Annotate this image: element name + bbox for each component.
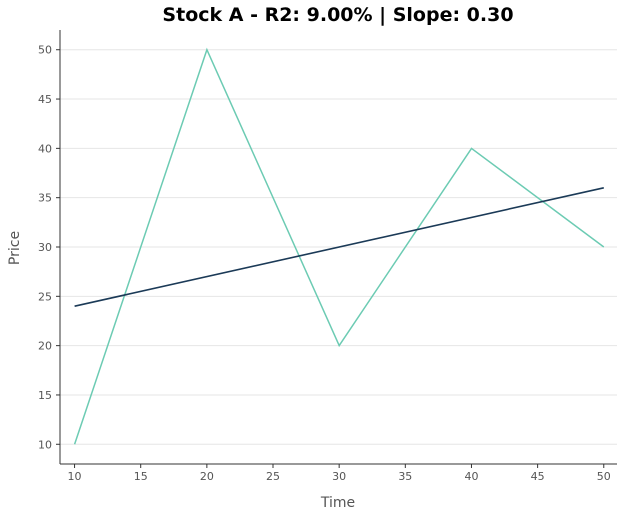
x-tick-label-50: 50 bbox=[597, 470, 611, 483]
tick-labels: 10 15 20 25 30 35 40 45 50 10 15 20 25 30 35 40 45 50 bbox=[38, 44, 611, 483]
x-tick-label-45: 45 bbox=[531, 470, 545, 483]
y-tick-label-25: 25 bbox=[38, 290, 52, 303]
y-tick-label-10: 10 bbox=[38, 438, 52, 451]
y-tick-label-35: 35 bbox=[38, 192, 52, 205]
y-tick-label-40: 40 bbox=[38, 142, 52, 155]
price-line bbox=[73, 47, 605, 445]
x-tick-label-20: 20 bbox=[200, 470, 214, 483]
series bbox=[73, 47, 605, 445]
y-tick-label-45: 45 bbox=[38, 93, 52, 106]
x-tick-label-10: 10 bbox=[68, 470, 82, 483]
x-tick-label-40: 40 bbox=[464, 470, 478, 483]
x-tick-label-35: 35 bbox=[398, 470, 412, 483]
axes bbox=[56, 30, 617, 468]
x-tick-label-25: 25 bbox=[266, 470, 280, 483]
trend-line bbox=[74, 187, 604, 307]
x-tick-label-30: 30 bbox=[332, 470, 346, 483]
y-tick-label-20: 20 bbox=[38, 340, 52, 353]
chart-title: Stock A - R2: 9.00% | Slope: 0.30 bbox=[162, 4, 514, 26]
x-axis-title: Time bbox=[320, 495, 355, 511]
y-tick-label-30: 30 bbox=[38, 241, 52, 254]
y-axis-title: Price bbox=[7, 231, 23, 265]
y-tick-label-50: 50 bbox=[38, 44, 52, 57]
y-tick-label-15: 15 bbox=[38, 389, 52, 402]
x-tick-label-15: 15 bbox=[134, 470, 148, 483]
